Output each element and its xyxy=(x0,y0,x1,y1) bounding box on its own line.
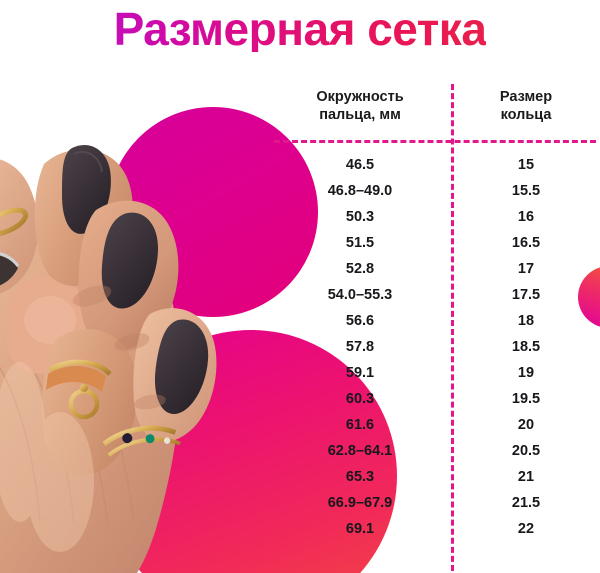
table-row: 65.3 21 xyxy=(268,464,600,490)
column-divider-dashed xyxy=(451,84,454,571)
cell-circumference: 69.1 xyxy=(345,520,375,537)
cell-ring-size: 22 xyxy=(517,520,535,537)
size-chart-table: Окружность пальца, мм Размер кольца 46.5… xyxy=(268,84,600,573)
table-row: 57.8 18.5 xyxy=(268,334,600,360)
cell-ring-size: 18 xyxy=(517,312,535,329)
cell-circumference: 65.3 xyxy=(345,468,375,485)
cell-circumference: 59.1 xyxy=(345,364,375,381)
table-row: 46.5 15 xyxy=(268,152,600,178)
cell-circumference: 51.5 xyxy=(345,234,375,251)
cell-ring-size: 16.5 xyxy=(511,234,541,251)
cell-circumference: 50.3 xyxy=(345,208,375,225)
cell-ring-size: 18.5 xyxy=(511,338,541,355)
table-row: 50.3 16 xyxy=(268,204,600,230)
table-row: 54.0–55.3 17.5 xyxy=(268,282,600,308)
header-divider-dashed xyxy=(274,140,596,143)
cell-ring-size: 21 xyxy=(517,468,535,485)
cell-circumference: 61.6 xyxy=(345,416,375,433)
cell-ring-size: 21.5 xyxy=(511,494,541,511)
cell-ring-size: 20 xyxy=(517,416,535,433)
cell-circumference: 60.3 xyxy=(345,390,375,407)
table-row: 51.5 16.5 xyxy=(268,230,600,256)
column-header-circumference: Окружность пальца, мм xyxy=(316,89,404,124)
cell-circumference: 56.6 xyxy=(345,312,375,329)
table-row: 46.8–49.0 15.5 xyxy=(268,178,600,204)
page-title: Размерная сетка xyxy=(113,3,487,55)
table-row: 52.8 17 xyxy=(268,256,600,282)
table-row: 66.9–67.9 21.5 xyxy=(268,490,600,516)
cell-ring-size: 15.5 xyxy=(511,182,541,199)
cell-ring-size: 19 xyxy=(517,364,535,381)
table-row: 60.3 19.5 xyxy=(268,386,600,412)
cell-circumference: 54.0–55.3 xyxy=(327,286,393,303)
decor-circle-right xyxy=(578,266,600,328)
cell-ring-size: 15 xyxy=(517,156,535,173)
table-header-row: Окружность пальца, мм Размер кольца xyxy=(268,84,600,134)
cell-ring-size: 20.5 xyxy=(511,442,541,459)
table-body: 46.5 15 46.8–49.0 15.5 50.3 16 51.5 16.5 52.8 17 5… xyxy=(268,152,600,542)
table-row: 56.6 18 xyxy=(268,308,600,334)
cell-circumference: 66.9–67.9 xyxy=(327,494,393,511)
page-title-wrap: Размерная сетка xyxy=(0,0,600,58)
cell-circumference: 46.8–49.0 xyxy=(327,182,393,199)
table-row: 69.1 22 xyxy=(268,516,600,542)
table-row: 61.6 20 xyxy=(268,412,600,438)
cell-circumference: 52.8 xyxy=(345,260,375,277)
table-row: 62.8–64.1 20.5 xyxy=(268,438,600,464)
column-header-ring-size: Размер кольца xyxy=(499,89,553,124)
cell-ring-size: 17.5 xyxy=(511,286,541,303)
cell-circumference: 46.5 xyxy=(345,156,375,173)
cell-ring-size: 19.5 xyxy=(511,390,541,407)
hand-photo xyxy=(0,52,268,573)
table-row: 59.1 19 xyxy=(268,360,600,386)
cell-circumference: 57.8 xyxy=(345,338,375,355)
cell-ring-size: 17 xyxy=(517,260,535,277)
cell-ring-size: 16 xyxy=(517,208,535,225)
cell-circumference: 62.8–64.1 xyxy=(327,442,393,459)
